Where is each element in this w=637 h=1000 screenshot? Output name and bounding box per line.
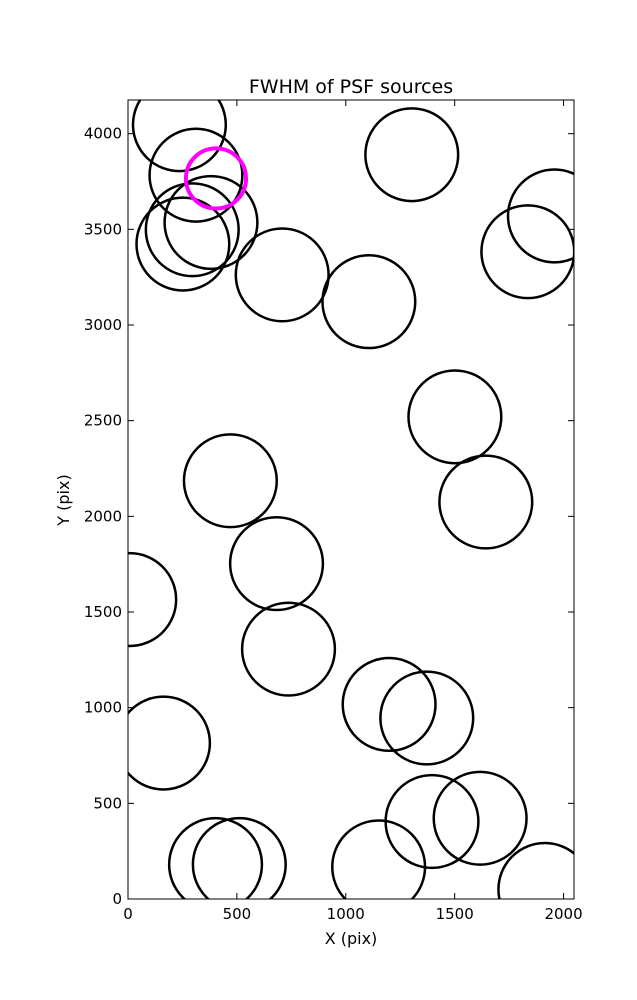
y-axis: 0 500 1000 1500 2000 2500 3000 3500 4000 [84, 125, 574, 908]
plot-frame [127, 99, 575, 900]
y-tick-label: 2000 [84, 507, 122, 525]
highlighted-source-circle [183, 146, 249, 211]
source-circle [163, 174, 259, 271]
source-circle [480, 204, 574, 300]
source-circle [364, 107, 460, 203]
source-circle [131, 100, 228, 173]
sources-layer [128, 100, 574, 899]
source-circle [148, 127, 244, 223]
source-circle [135, 196, 231, 292]
source-circle [234, 227, 330, 323]
source-circle [438, 454, 534, 550]
source-circle [240, 601, 337, 697]
y-axis-label: Y (pix) [54, 474, 73, 526]
x-tick-label: 0 [123, 905, 133, 923]
x-tick-label: 500 [223, 905, 252, 923]
chart-title: FWHM of PSF sources [249, 76, 453, 98]
source-circle [497, 841, 574, 899]
source-circle [341, 656, 437, 753]
x-tick-label: 2000 [544, 905, 582, 923]
x-axis: 0 500 1000 1500 2000 [123, 100, 583, 923]
y-tick-label: 1500 [84, 603, 122, 621]
source-circle [167, 816, 264, 899]
x-tick-label: 1000 [327, 905, 365, 923]
source-circle [191, 816, 287, 899]
source-circle [379, 670, 475, 766]
source-circle [384, 773, 480, 870]
y-tick-label: 3500 [84, 220, 122, 238]
source-circle [228, 515, 325, 612]
source-circle [128, 551, 178, 648]
y-tick-label: 2500 [84, 412, 122, 430]
y-tick-label: 4000 [84, 125, 122, 143]
source-circle [182, 433, 278, 529]
source-circle [331, 819, 427, 899]
x-tick-label: 1500 [436, 905, 474, 923]
source-circle [407, 369, 503, 465]
y-tick-label: 1000 [84, 699, 122, 717]
y-tick-label: 500 [93, 794, 122, 812]
source-circle [432, 770, 528, 866]
source-circle [144, 182, 240, 278]
source-circle [321, 254, 417, 350]
source-circle [128, 695, 212, 791]
source-circle [506, 168, 574, 264]
x-axis-label: X (pix) [325, 929, 378, 948]
y-tick-label: 0 [112, 890, 122, 908]
y-tick-label: 3000 [84, 316, 122, 334]
